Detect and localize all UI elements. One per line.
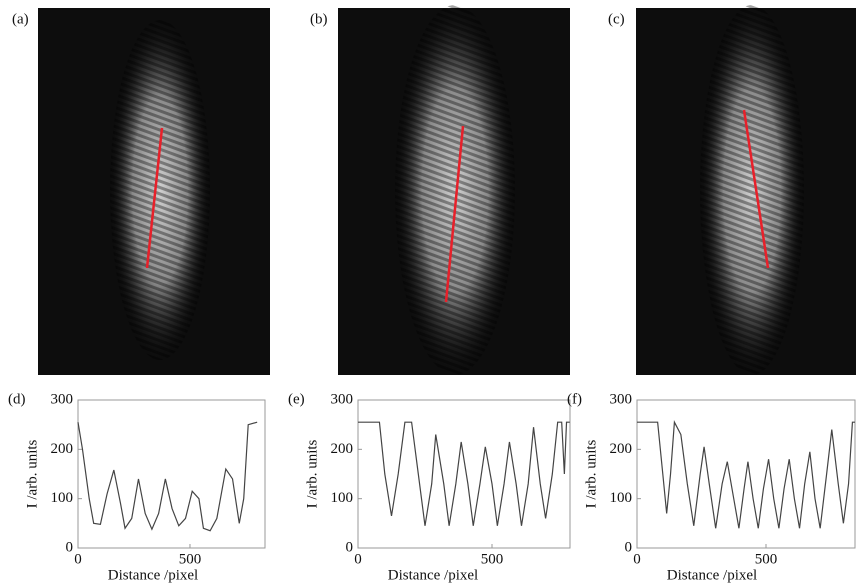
- panel-label: (b): [310, 11, 328, 27]
- panel-label: (f): [567, 391, 582, 407]
- y-axis-label: I /arb. units: [24, 439, 40, 508]
- x-tick-label: 500: [481, 551, 504, 567]
- profile-line: [742, 109, 770, 269]
- y-tick-label: 300: [610, 391, 633, 407]
- x-tick-label: 0: [633, 551, 641, 567]
- fringe-lines: [700, 5, 804, 375]
- x-axis-label: Distance /pixel: [667, 567, 757, 583]
- data-line: [77, 421, 258, 532]
- panel-label: (c): [608, 11, 625, 27]
- data-line: [358, 421, 570, 526]
- panel-label: (e): [288, 391, 305, 407]
- y-tick-label: 100: [331, 490, 354, 506]
- plot-frame: [77, 399, 266, 549]
- x-tick-label: 0: [354, 551, 362, 567]
- x-tick-label: 500: [179, 551, 202, 567]
- profile-line: [145, 127, 164, 269]
- x-tick-label: 500: [755, 551, 778, 567]
- fringe-lines: [110, 20, 210, 360]
- y-tick-label: 200: [51, 441, 74, 457]
- y-tick-label: 0: [625, 539, 633, 555]
- plot-frame: [357, 399, 571, 549]
- y-tick-label: 0: [346, 539, 354, 555]
- y-tick-label: 100: [610, 490, 633, 506]
- data-line: [637, 420, 855, 529]
- y-axis-label: I /arb. units: [583, 439, 599, 508]
- panel-label: (a): [12, 11, 29, 27]
- panel-label: (d): [8, 391, 26, 407]
- y-tick-label: 300: [331, 391, 354, 407]
- y-axis-label: I /arb. units: [304, 439, 320, 508]
- x-tick-label: 0: [74, 551, 82, 567]
- x-axis-label: Distance /pixel: [108, 567, 198, 583]
- y-tick-label: 200: [610, 441, 633, 457]
- y-tick-label: 100: [51, 490, 74, 506]
- x-axis-label: Distance /pixel: [388, 567, 478, 583]
- y-tick-label: 0: [66, 539, 74, 555]
- y-tick-label: 200: [331, 441, 354, 457]
- profile-line: [444, 125, 465, 303]
- y-tick-label: 300: [51, 391, 74, 407]
- fringe-lines: [395, 5, 515, 375]
